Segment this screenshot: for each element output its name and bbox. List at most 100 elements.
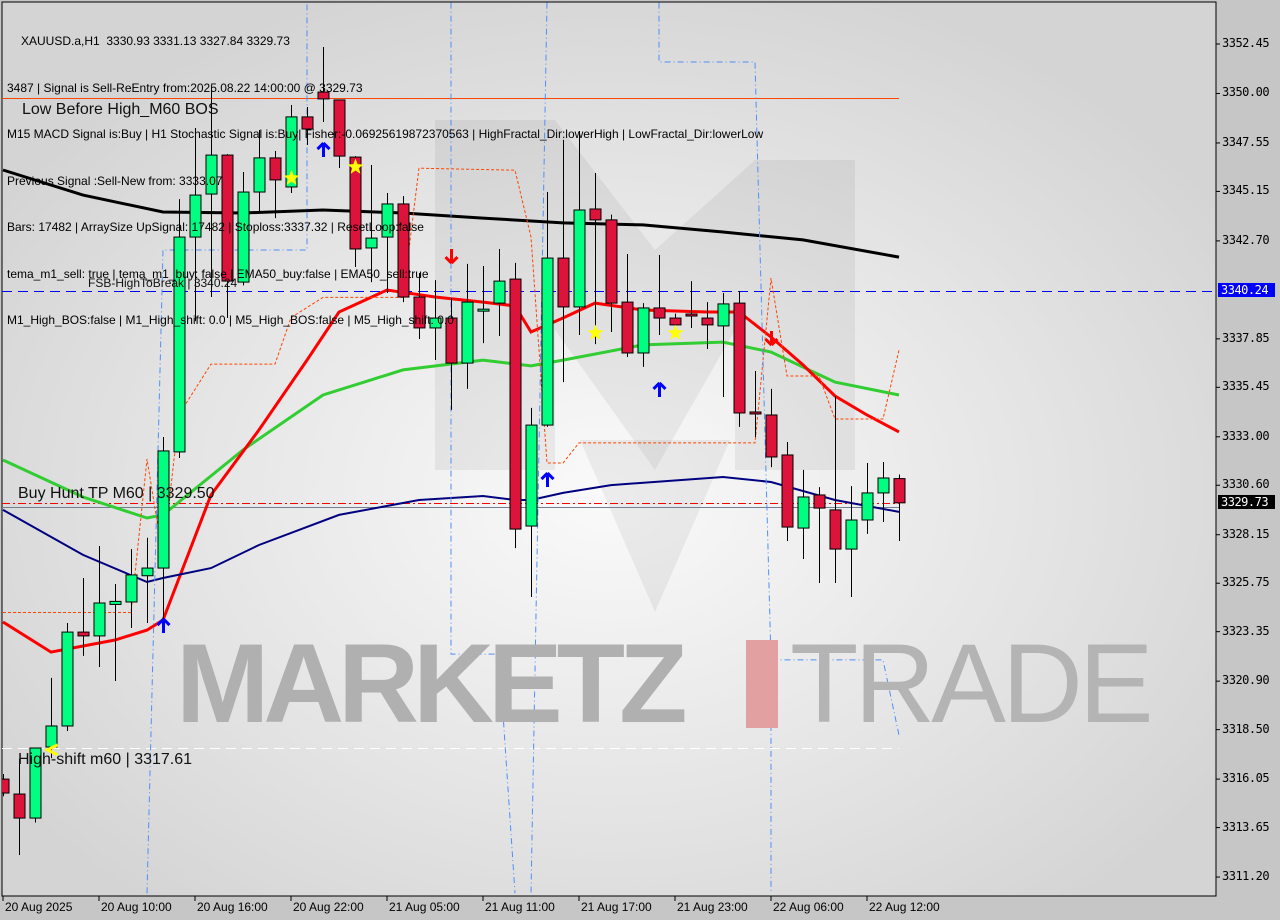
price-tick-label: 3335.45 [1222, 379, 1270, 394]
candle [477, 265, 490, 344]
level-lines [2, 98, 1216, 749]
candle-body [413, 296, 426, 329]
price-tick-label: 3313.65 [1222, 819, 1270, 834]
candle-body [253, 157, 266, 193]
candle-body [717, 303, 730, 327]
time-tick-label: 20 Aug 2025 [5, 900, 73, 914]
axis-ticks [2, 43, 1220, 901]
candle [845, 486, 858, 597]
candle [653, 255, 666, 336]
candle-body [861, 492, 874, 521]
candle-body [141, 567, 154, 577]
time-tick-label: 20 Aug 10:00 [101, 900, 172, 914]
logo-v-shape [580, 440, 730, 612]
price-tick-label: 3350.00 [1222, 85, 1270, 100]
indicator-line [2, 168, 900, 259]
candle-body [445, 317, 458, 364]
candle [605, 214, 618, 332]
time-tick-label: 21 Aug 17:00 [581, 900, 652, 914]
candle-body [349, 156, 362, 250]
star-icon [587, 324, 604, 340]
candle-body [701, 317, 714, 326]
candle [717, 293, 730, 398]
candle [637, 303, 650, 367]
candle [29, 747, 42, 823]
candle-body [157, 450, 170, 569]
candle [141, 537, 154, 623]
candle [93, 546, 106, 668]
candle-body [573, 209, 586, 308]
candle-body [893, 478, 906, 504]
candle-body [797, 496, 810, 529]
time-tick-label: 20 Aug 22:00 [293, 900, 364, 914]
price-tick-label: 3347.55 [1222, 134, 1270, 149]
buy-arrow-icon [540, 471, 555, 488]
candle-body [269, 157, 282, 181]
plot-area [1, 1, 1217, 897]
candle-body [2, 778, 10, 794]
price-tick-label: 3345.15 [1222, 183, 1270, 198]
candle-body [781, 454, 794, 528]
price-tick-label: 3318.50 [1222, 721, 1270, 736]
candle [269, 151, 282, 219]
candle-body [749, 411, 762, 415]
candle [365, 164, 378, 283]
buy-hunt-tp-label: Buy Hunt TP M60 | 3329.50 [18, 485, 215, 502]
price-tick-label: 3342.70 [1222, 232, 1270, 247]
candle [685, 281, 698, 328]
candle-body [285, 116, 298, 188]
price-tick-label: 3311.20 [1222, 869, 1270, 884]
candle [573, 131, 586, 336]
candle [13, 758, 26, 856]
candle [109, 584, 122, 681]
candle-body [637, 307, 650, 354]
buy-arrow-icon [652, 381, 667, 397]
buy-arrow-icon [156, 617, 171, 634]
candle-body [845, 519, 858, 550]
candle-body [765, 414, 778, 458]
candle [749, 370, 762, 437]
price-tick-label: 3316.05 [1222, 771, 1270, 786]
candle [125, 549, 138, 629]
time-tick-label: 21 Aug 23:00 [677, 900, 748, 914]
fsb-high-to-break-label: FSB-HighToBreak | 3340.24 [88, 276, 238, 290]
indicator-info-panel: XAUUSD.a,H1 3330.93 3331.13 3327.84 3329… [7, 3, 763, 344]
time-tick-label: 21 Aug 11:00 [485, 900, 555, 914]
price-tick-label: 3330.60 [1222, 477, 1270, 492]
candle [557, 139, 570, 383]
candle [861, 463, 874, 534]
candle [349, 156, 362, 267]
candle [221, 154, 234, 319]
candle-body [685, 313, 698, 317]
candle-body [125, 574, 138, 603]
price-tick-label: 3352.45 [1222, 36, 1270, 50]
candle-body [541, 257, 554, 426]
candle-body [589, 208, 602, 221]
high-shift-label: High-shift m60 | 3317.61 [18, 751, 193, 768]
candle [157, 436, 170, 625]
candle [381, 193, 394, 294]
watermark-marketz: MARKETZ [176, 621, 687, 746]
candle [253, 130, 266, 214]
candle [429, 280, 442, 361]
price-tick-label: 3333.00 [1222, 428, 1270, 443]
watermark-trade: TRADE [790, 621, 1154, 746]
candle [797, 469, 810, 559]
price-tick-label: 3325.75 [1222, 575, 1270, 590]
candle-body [653, 307, 666, 319]
sell-arrow-icon [444, 249, 459, 265]
candles [2, 47, 906, 856]
candle [301, 107, 314, 145]
candle [589, 173, 602, 345]
candle-body [477, 308, 490, 312]
star-icon [347, 158, 364, 174]
candle-body [29, 747, 42, 819]
candle [493, 248, 506, 337]
price-tick-label: 3323.35 [1222, 623, 1270, 638]
price-tick-label: 3328.15 [1222, 526, 1270, 541]
candle-body [493, 280, 506, 304]
candle [461, 263, 474, 389]
candle [829, 395, 842, 584]
candle-body [45, 725, 58, 748]
